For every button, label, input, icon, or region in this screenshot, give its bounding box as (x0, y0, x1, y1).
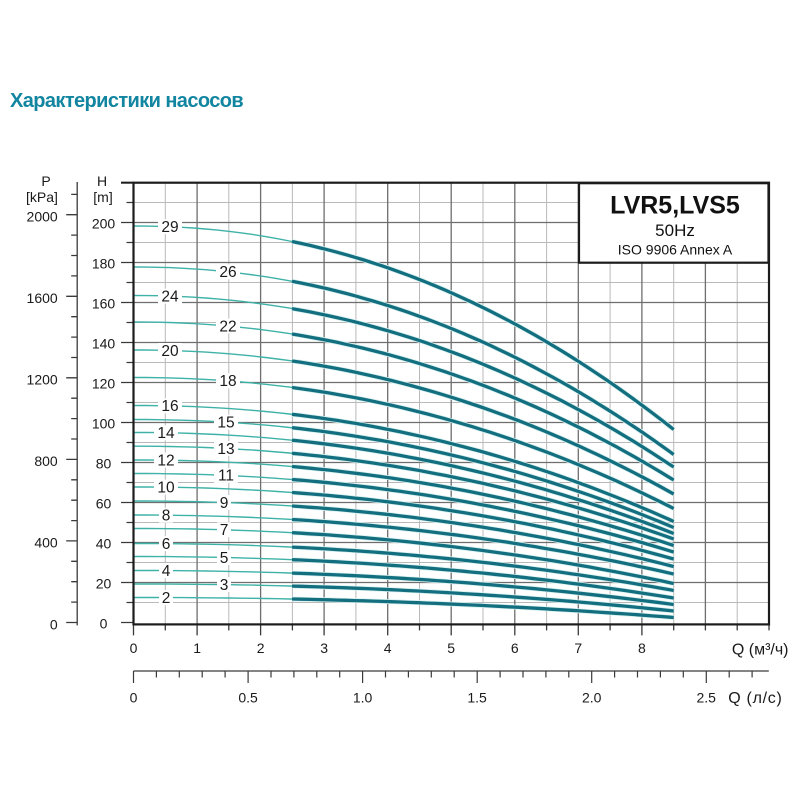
svg-text:3: 3 (320, 640, 328, 656)
svg-text:120: 120 (92, 376, 116, 392)
svg-text:160: 160 (92, 296, 116, 312)
svg-text:22: 22 (219, 318, 236, 335)
svg-text:0: 0 (50, 616, 58, 632)
svg-text:[kPa]: [kPa] (26, 189, 58, 205)
svg-text:1600: 1600 (27, 290, 58, 306)
svg-text:2000: 2000 (27, 209, 58, 225)
svg-text:2: 2 (162, 590, 171, 607)
svg-text:7: 7 (574, 640, 582, 656)
svg-text:1200: 1200 (27, 372, 58, 388)
svg-text:10: 10 (157, 480, 175, 497)
svg-text:2.0: 2.0 (582, 690, 602, 706)
svg-text:Q (м³/ч): Q (м³/ч) (732, 642, 789, 659)
svg-text:60: 60 (96, 496, 112, 512)
svg-text:800: 800 (34, 453, 58, 469)
svg-text:0: 0 (130, 690, 138, 706)
svg-text:[m]: [m] (93, 189, 112, 205)
svg-text:8: 8 (638, 640, 646, 656)
svg-text:4: 4 (162, 563, 171, 580)
svg-text:15: 15 (217, 415, 234, 432)
svg-text:12: 12 (157, 453, 174, 470)
svg-text:1: 1 (193, 640, 201, 656)
svg-text:400: 400 (34, 535, 58, 551)
svg-text:11: 11 (218, 468, 234, 485)
svg-text:8: 8 (162, 508, 171, 525)
svg-text:5: 5 (220, 550, 229, 567)
svg-text:26: 26 (219, 264, 236, 281)
svg-text:50Hz: 50Hz (655, 221, 695, 240)
svg-text:6: 6 (511, 640, 519, 656)
svg-text:6: 6 (162, 536, 171, 553)
svg-text:H: H (97, 173, 107, 189)
svg-text:18: 18 (219, 373, 236, 390)
svg-text:2: 2 (257, 640, 265, 656)
svg-text:2.5: 2.5 (696, 690, 716, 706)
svg-text:200: 200 (92, 216, 116, 232)
svg-text:24: 24 (161, 288, 179, 305)
svg-text:3: 3 (220, 577, 229, 594)
svg-text:4: 4 (384, 640, 392, 656)
svg-text:0: 0 (100, 616, 108, 632)
svg-text:20: 20 (161, 343, 179, 360)
svg-text:40: 40 (96, 536, 112, 552)
svg-text:20: 20 (96, 576, 112, 592)
svg-text:29: 29 (161, 219, 178, 236)
svg-text:0.5: 0.5 (238, 690, 258, 706)
svg-text:16: 16 (161, 398, 178, 415)
svg-text:0: 0 (130, 640, 138, 656)
svg-text:14: 14 (157, 425, 175, 442)
svg-text:Q (л/с): Q (л/с) (728, 690, 782, 707)
svg-text:1.0: 1.0 (353, 690, 373, 706)
svg-text:5: 5 (447, 640, 455, 656)
svg-text:140: 140 (92, 336, 116, 352)
svg-text:9: 9 (220, 495, 229, 512)
svg-text:P: P (41, 173, 50, 189)
svg-text:100: 100 (92, 416, 116, 432)
svg-text:ISO 9906 Annex A: ISO 9906 Annex A (618, 242, 733, 258)
svg-text:LVR5,LVS5: LVR5,LVS5 (610, 192, 740, 220)
svg-text:7: 7 (220, 522, 229, 539)
svg-text:80: 80 (96, 456, 112, 472)
svg-text:13: 13 (217, 441, 234, 458)
svg-text:180: 180 (92, 256, 116, 272)
svg-text:1.5: 1.5 (467, 690, 487, 706)
